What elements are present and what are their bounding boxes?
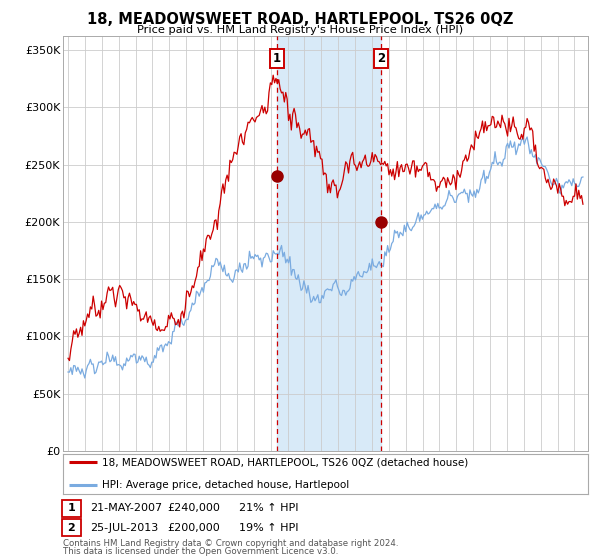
- Text: 19% ↑ HPI: 19% ↑ HPI: [239, 523, 298, 533]
- Text: 18, MEADOWSWEET ROAD, HARTLEPOOL, TS26 0QZ: 18, MEADOWSWEET ROAD, HARTLEPOOL, TS26 0…: [87, 12, 513, 27]
- Text: This data is licensed under the Open Government Licence v3.0.: This data is licensed under the Open Gov…: [63, 547, 338, 556]
- Text: £240,000: £240,000: [167, 503, 220, 514]
- Bar: [277, 36, 382, 451]
- Text: HPI: Average price, detached house, Hartlepool: HPI: Average price, detached house, Hart…: [103, 480, 350, 490]
- Text: 2: 2: [68, 523, 75, 533]
- Text: Contains HM Land Registry data © Crown copyright and database right 2024.: Contains HM Land Registry data © Crown c…: [63, 539, 398, 548]
- Text: Price paid vs. HM Land Registry's House Price Index (HPI): Price paid vs. HM Land Registry's House …: [137, 25, 463, 35]
- Text: 18, MEADOWSWEET ROAD, HARTLEPOOL, TS26 0QZ (detached house): 18, MEADOWSWEET ROAD, HARTLEPOOL, TS26 0…: [103, 458, 469, 468]
- Text: 1: 1: [68, 503, 75, 514]
- Text: 1: 1: [273, 52, 281, 65]
- Text: £200,000: £200,000: [167, 523, 220, 533]
- Text: 2: 2: [377, 52, 385, 65]
- Text: 25-JUL-2013: 25-JUL-2013: [91, 523, 159, 533]
- Text: 21-MAY-2007: 21-MAY-2007: [91, 503, 163, 514]
- Text: 21% ↑ HPI: 21% ↑ HPI: [239, 503, 298, 514]
